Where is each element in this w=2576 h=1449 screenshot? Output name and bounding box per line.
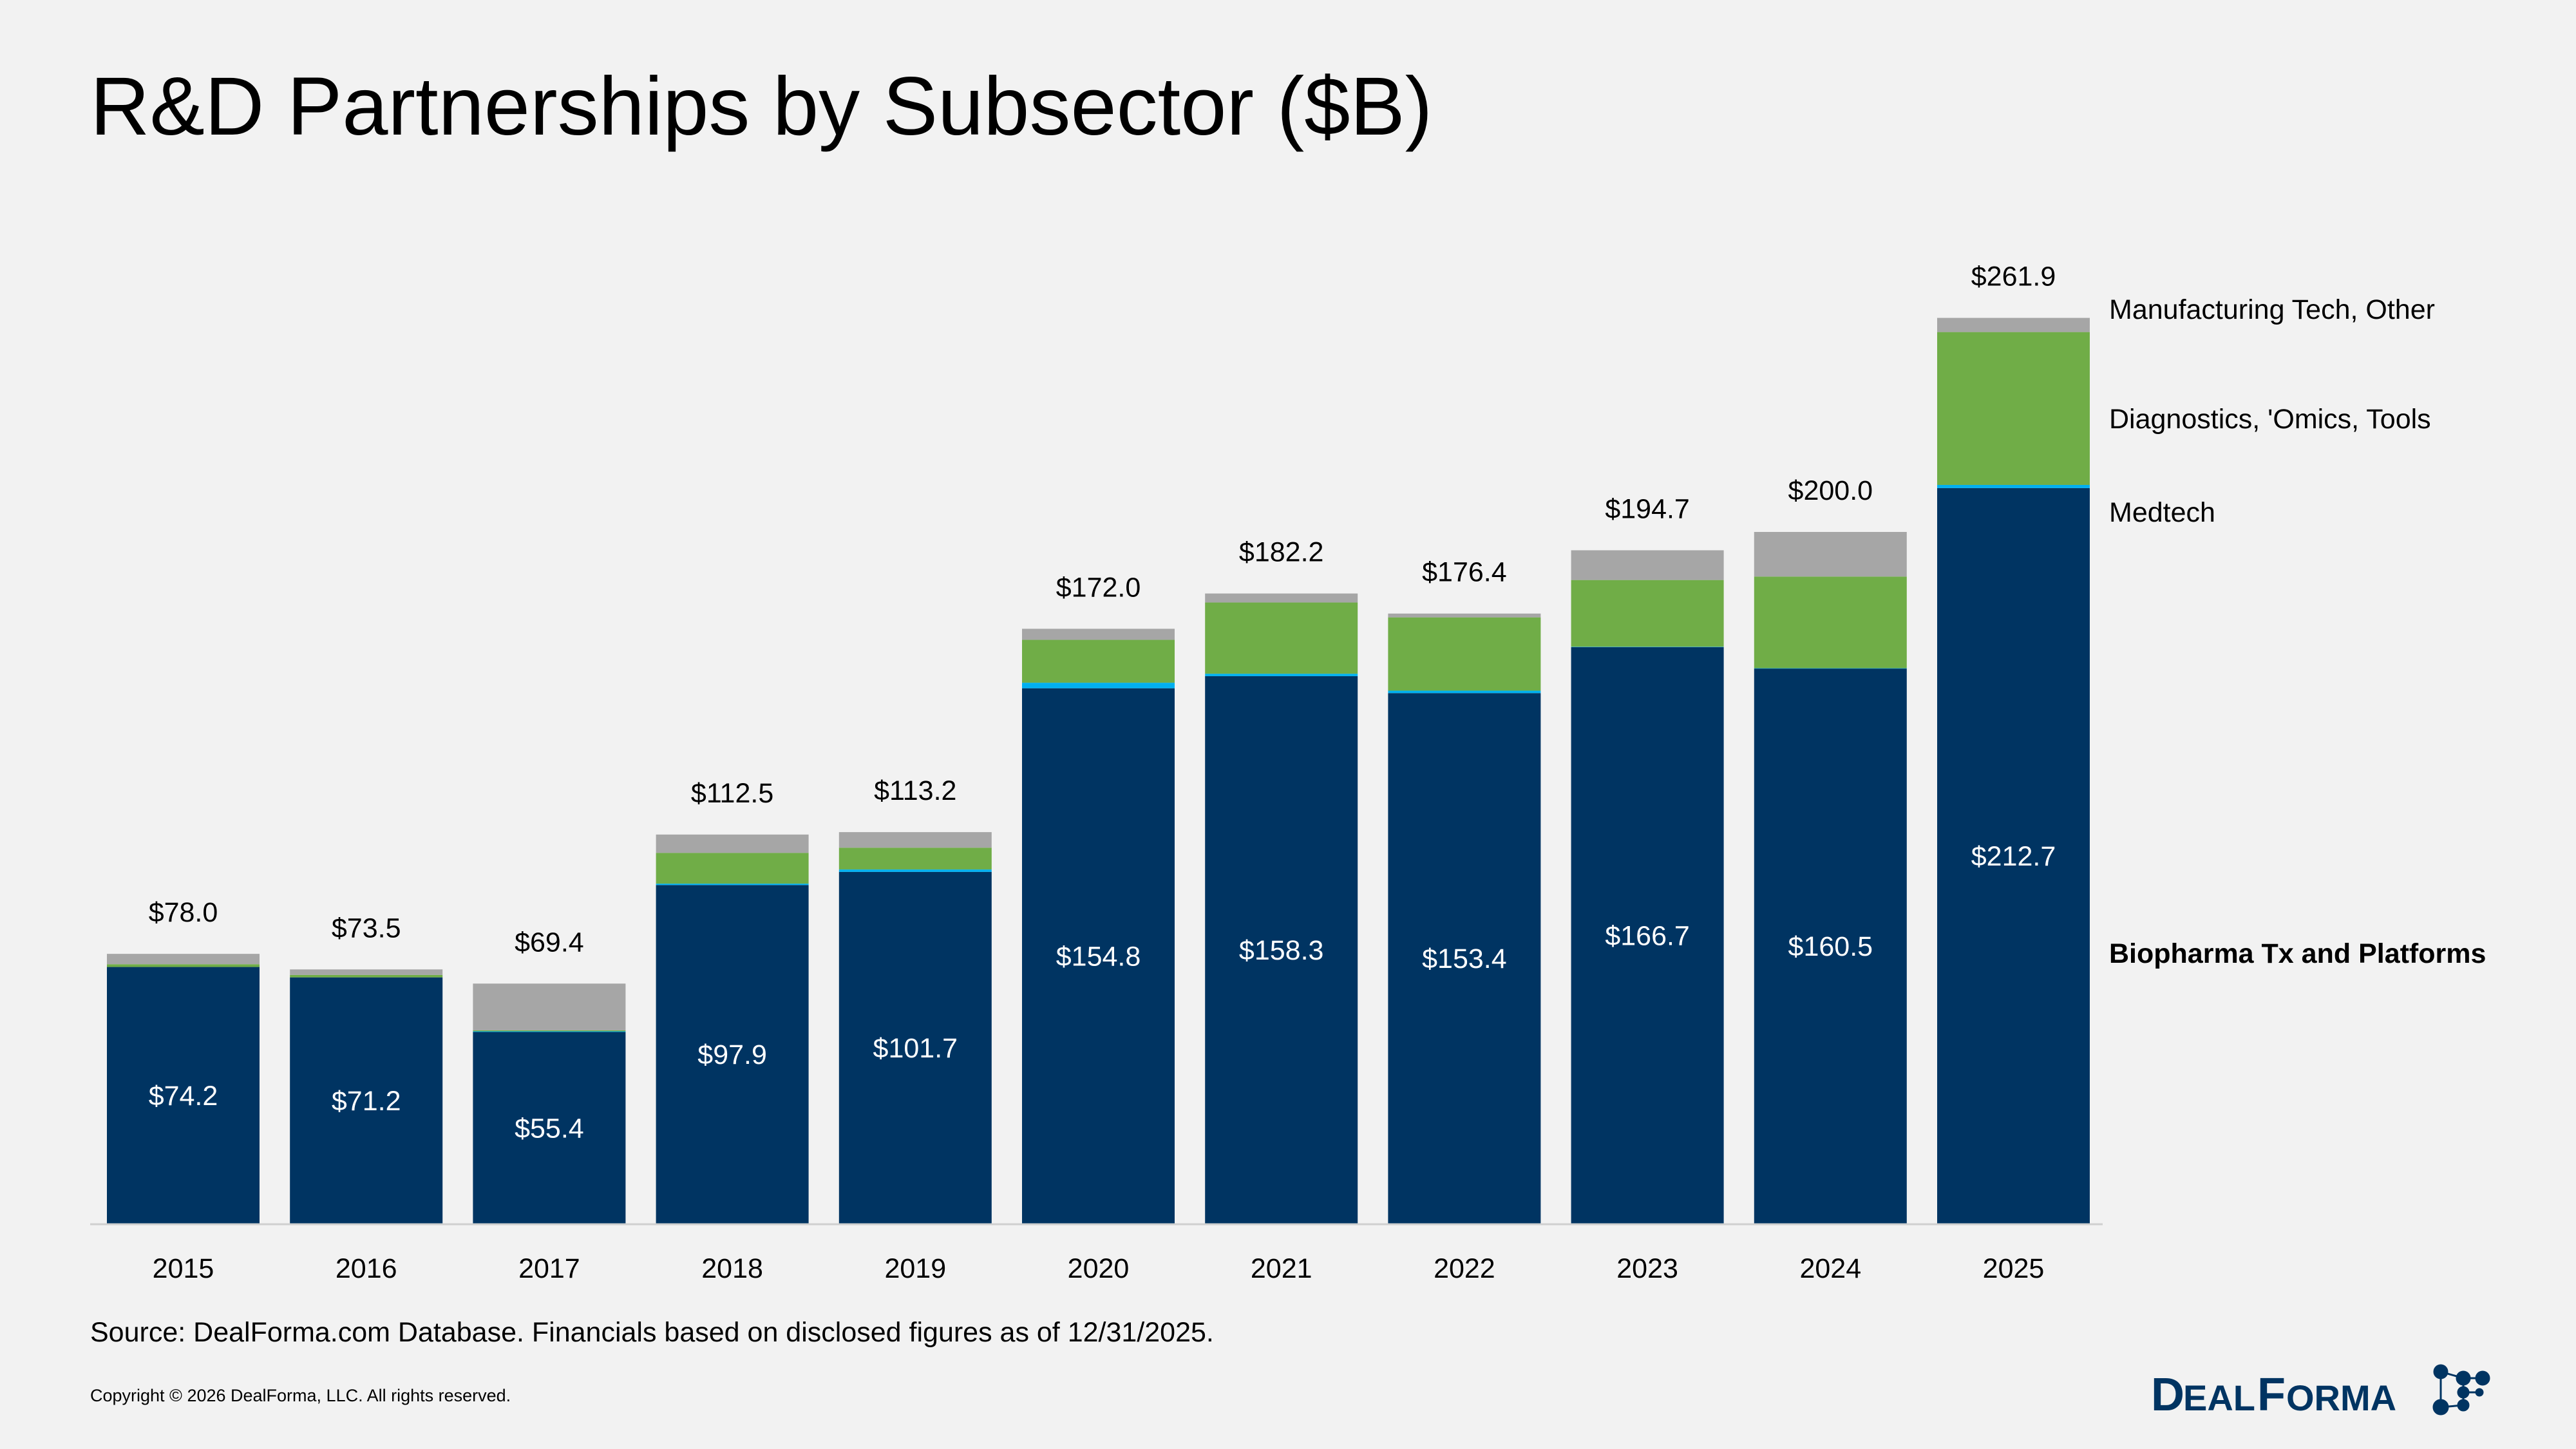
data-label-2024: $160.5	[1788, 931, 1873, 962]
bar-segment-diagnostics-omics-tools-2023	[1571, 580, 1724, 647]
data-label-2016: $71.2	[332, 1086, 401, 1117]
bar-segment-diagnostics-omics-tools-2020	[1022, 639, 1175, 683]
total-label-2015: $78.0	[149, 897, 218, 928]
bar-segment-diagnostics-omics-tools-2021	[1205, 602, 1358, 674]
x-tick-label-2016: 2016	[336, 1253, 397, 1284]
bar-segment-biopharma-tx-and-platforms-2024	[1754, 668, 1907, 1224]
data-label-2019: $101.7	[873, 1033, 958, 1064]
data-label-2015: $74.2	[149, 1081, 218, 1112]
bar-segment-manufacturing-tech-other-2018	[656, 834, 809, 853]
bar-segment-manufacturing-tech-other-2015	[107, 954, 260, 965]
total-label-2020: $172.0	[1056, 572, 1141, 603]
x-tick-label-2017: 2017	[518, 1253, 580, 1284]
source-note: Source: DealForma.com Database. Financia…	[90, 1317, 1214, 1348]
svg-text:EAL: EAL	[2183, 1378, 2255, 1417]
x-tick-label-2021: 2021	[1251, 1253, 1312, 1284]
data-label-2020: $154.8	[1056, 941, 1141, 972]
bar-segment-biopharma-tx-and-platforms-2023	[1571, 647, 1724, 1224]
bar-segment-manufacturing-tech-other-2016	[290, 969, 443, 975]
data-label-2018: $97.9	[697, 1039, 767, 1070]
data-label-2022: $153.4	[1422, 943, 1507, 974]
total-label-2016: $73.5	[332, 913, 401, 943]
bar-segment-biopharma-tx-and-platforms-2022	[1388, 693, 1541, 1224]
bar-segment-manufacturing-tech-other-2019	[838, 832, 992, 848]
bar-segment-medtech-2025	[1937, 484, 2090, 488]
bar-segment-medtech-2019	[838, 869, 992, 872]
bar-segment-diagnostics-omics-tools-2024	[1754, 576, 1907, 668]
bar-segment-diagnostics-omics-tools-2022	[1388, 617, 1541, 691]
x-tick-label-2020: 2020	[1068, 1253, 1130, 1284]
bar-segment-manufacturing-tech-other-2025	[1937, 317, 2090, 332]
data-label-2021: $158.3	[1239, 935, 1324, 966]
copyright-note: Copyright © 2026 DealForma, LLC. All rig…	[90, 1386, 511, 1405]
total-label-2022: $176.4	[1422, 557, 1507, 588]
x-tick-label-2019: 2019	[884, 1253, 946, 1284]
bar-segment-manufacturing-tech-other-2022	[1388, 613, 1541, 618]
bar-segment-diagnostics-omics-tools-2016	[290, 974, 443, 978]
bar-segment-medtech-2022	[1388, 690, 1541, 694]
legend-label-medtech: Medtech	[2109, 497, 2215, 528]
legend-label-biopharma-tx-and-platforms: Biopharma Tx and Platforms	[2109, 938, 2486, 969]
total-label-2024: $200.0	[1788, 475, 1873, 506]
total-label-2023: $194.7	[1605, 493, 1690, 524]
bar-segment-biopharma-tx-and-platforms-2015	[107, 967, 260, 1224]
bar-segment-medtech-2021	[1205, 674, 1358, 676]
x-tick-label-2023: 2023	[1616, 1253, 1678, 1284]
x-tick-label-2024: 2024	[1799, 1253, 1861, 1284]
bar-segment-biopharma-tx-and-platforms-2021	[1205, 676, 1358, 1224]
total-label-2019: $113.2	[874, 775, 956, 806]
bar-segment-biopharma-tx-and-platforms-2018	[656, 885, 809, 1224]
bar-segment-manufacturing-tech-other-2020	[1022, 629, 1175, 640]
svg-text:F: F	[2257, 1369, 2286, 1417]
legend-label-manufacturing-tech-other: Manufacturing Tech, Other	[2109, 294, 2435, 325]
bar-segment-manufacturing-tech-other-2021	[1205, 593, 1358, 603]
bar-segment-medtech-2020	[1022, 683, 1175, 688]
svg-text:ORMA: ORMA	[2286, 1378, 2396, 1417]
total-label-2025: $261.9	[1971, 261, 2056, 292]
legend-label-diagnostics-omics-tools: Diagnostics, 'Omics, Tools	[2109, 404, 2431, 435]
data-label-2025: $212.7	[1971, 841, 2056, 872]
svg-text:D: D	[2151, 1369, 2184, 1417]
bar-segment-biopharma-tx-and-platforms-2020	[1022, 688, 1175, 1224]
data-label-2023: $166.7	[1605, 920, 1690, 951]
bar-segment-manufacturing-tech-other-2023	[1571, 550, 1724, 580]
bar-segment-medtech-2024	[1754, 668, 1907, 669]
bar-segment-diagnostics-omics-tools-2019	[838, 848, 992, 870]
bar-segment-manufacturing-tech-other-2024	[1754, 532, 1907, 577]
bar-segment-medtech-2018	[656, 884, 809, 886]
bar-segment-medtech-2017	[473, 1031, 626, 1032]
bar-segment-manufacturing-tech-other-2017	[473, 983, 626, 1030]
bar-segment-diagnostics-omics-tools-2018	[656, 853, 809, 884]
page-title: R&D Partnerships by Subsector ($B)	[90, 61, 1433, 153]
x-tick-label-2025: 2025	[1983, 1253, 2045, 1284]
data-label-2017: $55.4	[515, 1113, 584, 1144]
bar-segment-diagnostics-omics-tools-2015	[107, 964, 260, 967]
total-label-2021: $182.2	[1239, 537, 1324, 568]
bar-segment-diagnostics-omics-tools-2017	[473, 1030, 626, 1032]
dealforma-logo: D EAL F ORMA	[2151, 1364, 2490, 1417]
bar-segment-diagnostics-omics-tools-2025	[1937, 332, 2090, 485]
bar-segment-biopharma-tx-and-platforms-2017	[473, 1032, 626, 1224]
bar-segment-biopharma-tx-and-platforms-2016	[290, 977, 443, 1224]
bar-segment-biopharma-tx-and-platforms-2025	[1937, 488, 2090, 1224]
total-label-2018: $112.5	[691, 778, 773, 809]
total-label-2017: $69.4	[515, 927, 584, 958]
bar-segment-biopharma-tx-and-platforms-2019	[838, 871, 992, 1224]
x-tick-label-2022: 2022	[1434, 1253, 1495, 1284]
x-tick-label-2018: 2018	[701, 1253, 763, 1284]
x-tick-label-2015: 2015	[153, 1253, 214, 1284]
